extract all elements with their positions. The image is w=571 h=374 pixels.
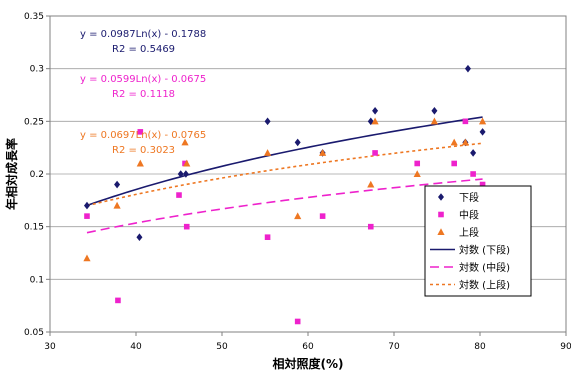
data-point [450,138,458,146]
r-squared-value: 2 = 0.5469 [119,44,175,55]
data-point [367,223,374,230]
r-squared-label: R2 = 0.1118 [112,89,175,100]
data-point [136,233,143,241]
x-tick-label: 70 [388,342,400,352]
x-tick-label: 40 [130,342,142,352]
r-squared-value: 2 = 0.3023 [119,145,175,156]
data-point [294,212,302,220]
y-tick-label: 0.3 [30,65,44,75]
r-squared-symbol: R [112,145,119,156]
r-squared-symbol: R [112,44,119,55]
legend-marker [437,228,445,235]
equation-label: y = 0.0599Ln(x) - 0.0675 [80,74,206,85]
y-tick-label: 0.2 [30,170,44,180]
r-squared-value: 2 = 0.1118 [119,89,175,100]
x-tick-label: 80 [474,342,486,352]
data-point [414,160,421,167]
data-point [83,201,90,210]
data-point [470,149,477,157]
legend-label: 対数 (上段) [459,279,510,292]
x-tick-label: 30 [44,342,56,352]
data-point [137,129,144,135]
r-squared-symbol: R [112,89,119,100]
data-point [182,170,189,178]
legend-label: 下段 [459,191,479,204]
legend-label: 中段 [459,209,479,222]
data-point [113,201,121,209]
y-tick-label: 0.05 [24,328,44,338]
data-point [83,254,91,262]
r-squared-label: R2 = 0.5469 [112,44,175,55]
y-axis-ticks: 0.05 0.1 0.15 0.2 0.25 0.3 0.35 [24,12,50,338]
trendlines [86,116,483,234]
data-point [294,318,301,325]
data-points [83,64,487,325]
equation-label: y = 0.0987Ln(x) - 0.1788 [80,29,206,40]
data-point [431,107,438,115]
trendline [86,178,483,234]
x-tick-label: 50 [216,342,228,352]
data-point [413,170,421,177]
y-tick-label: 0.1 [30,275,44,285]
data-point [263,149,272,156]
data-point [183,159,191,167]
legend-box [424,185,532,297]
legend-label: 対数 (中段) [459,261,510,274]
y-tick-label: 0.25 [24,117,44,127]
x-tick-label: 90 [560,342,571,352]
legend-marker [438,193,444,201]
data-point [470,171,476,177]
data-point [462,118,469,125]
data-point [478,117,487,125]
legend-label: 上段 [459,226,479,239]
data-point [183,223,190,230]
data-point [461,138,469,146]
data-point [176,192,182,198]
x-axis-label: 相対照度(%) [273,356,344,371]
data-point [371,117,379,125]
data-point [372,150,378,156]
legend-marker [438,211,444,218]
r-squared-label: R2 = 0.3023 [112,145,175,156]
data-point [115,297,121,304]
data-point [367,180,375,188]
data-point [114,180,121,189]
x-axis-ticks: 30 40 50 60 70 80 90 [44,332,571,352]
trendline [86,142,483,207]
legend-label: 対数 (下段) [459,244,510,257]
x-tick-label: 60 [302,342,314,352]
data-point [319,149,327,156]
trendline [86,116,483,207]
y-tick-label: 0.15 [24,223,44,233]
y-axis-label: 年相対成長率 [4,138,19,210]
data-point [464,64,471,73]
data-point [264,234,271,240]
data-point [264,117,271,126]
data-point [181,138,189,146]
equation-label: y = 0.0697Ln(x) - 0.0765 [80,130,206,141]
data-point [84,213,90,219]
data-point [319,213,326,219]
data-point [430,117,439,125]
data-point [451,160,457,167]
data-point [177,170,184,178]
data-point [294,138,301,147]
data-point [372,107,379,115]
y-tick-label: 0.35 [24,12,44,22]
data-point [479,128,486,136]
data-point [136,159,144,167]
data-point [479,181,486,188]
